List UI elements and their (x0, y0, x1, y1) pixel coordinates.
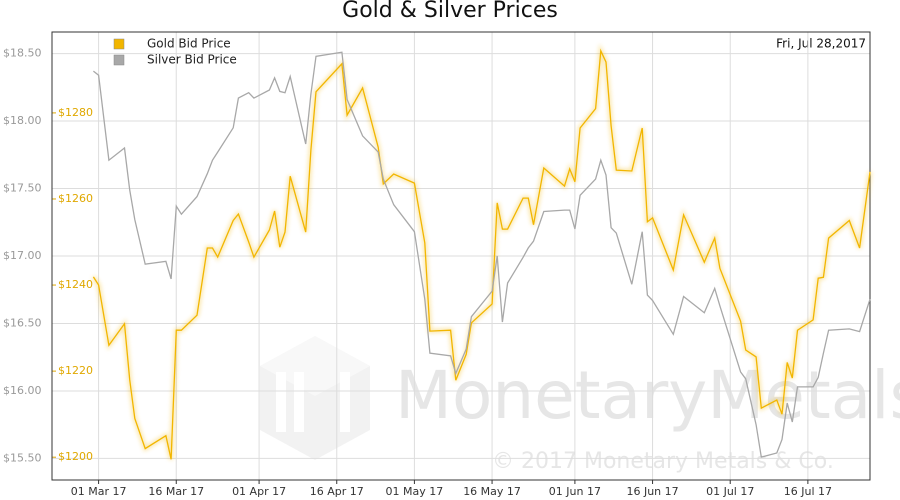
x-tick-label: 01 Mar 17 (71, 485, 127, 498)
watermark: MonetaryMetals (395, 357, 900, 434)
y2-tick-label: $1280 (58, 106, 93, 119)
y-tick-label: $17.00 (3, 249, 42, 262)
x-tick-label: 01 Jul 17 (706, 485, 754, 498)
x-tick-label: 16 Apr 17 (310, 485, 364, 498)
y2-tick-label: $1260 (58, 192, 93, 205)
legend-swatch (113, 54, 125, 66)
y-tick-label: $18.50 (3, 47, 42, 60)
series-line (92, 51, 871, 458)
y-tick-label: $17.50 (3, 182, 42, 195)
series-line (92, 48, 871, 460)
copyright: © 2017 Monetary Metals & Co. (492, 449, 834, 474)
y-tick-label: $18.00 (3, 114, 42, 127)
y-tick-label: $16.50 (3, 316, 42, 329)
legend-label: Silver Bid Price (147, 53, 237, 67)
watermark-logo (260, 336, 370, 460)
chart-title: Gold & Silver Prices (342, 0, 558, 23)
y-tick-label: $15.50 (3, 451, 42, 464)
x-tick-label: 16 Jun 17 (626, 485, 678, 498)
plot-frame (51, 31, 871, 481)
legend-swatch (113, 38, 125, 50)
y2-tick-label: $1220 (58, 364, 93, 377)
x-tick-label: 01 May 17 (386, 485, 444, 498)
y2-tick-label: $1200 (58, 450, 93, 463)
x-tick-label: 16 Mar 17 (148, 485, 204, 498)
y2-tick-label: $1240 (58, 278, 93, 291)
x-tick-label: 01 Apr 17 (232, 485, 286, 498)
y-tick-label: $16.00 (3, 384, 42, 397)
x-tick-label: 16 Jul 17 (784, 485, 832, 498)
x-tick-label: 16 May 17 (463, 485, 521, 498)
date-label: Fri, Jul 28,2017 (776, 37, 866, 51)
legend-label: Gold Bid Price (147, 37, 231, 51)
x-tick-label: 01 Jun 17 (549, 485, 601, 498)
